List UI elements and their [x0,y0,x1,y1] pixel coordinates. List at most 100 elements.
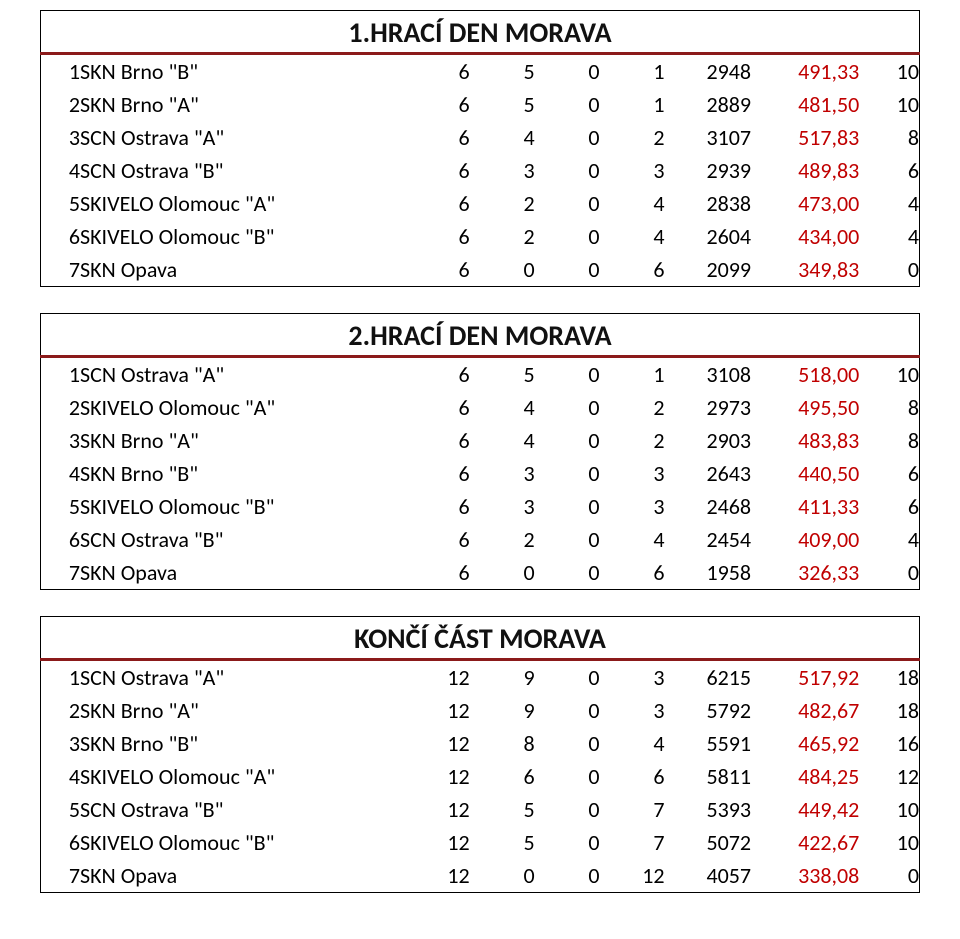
wins-cell: 0 [470,253,535,287]
losses-cell: 2 [600,391,665,424]
score-cell: 3107 [665,121,752,154]
score-cell: 5393 [665,793,752,826]
losses-cell: 6 [600,253,665,287]
table-row: 7SKN Opava1200124057338,080 [41,859,920,893]
average-cell: 440,50 [751,457,859,490]
points-cell: 6 [859,490,919,523]
score-cell: 2099 [665,253,752,287]
wins-cell: 4 [470,424,535,457]
score-cell: 3108 [665,357,752,392]
table-row: 7SKN Opava60062099349,830 [41,253,920,287]
table-row: 3SCN Ostrava "A"64023107517,838 [41,121,920,154]
games-cell: 6 [405,556,470,590]
losses-cell: 3 [600,154,665,187]
team-cell: SKN Brno "A" [80,694,405,727]
games-cell: 6 [405,121,470,154]
score-cell: 2454 [665,523,752,556]
score-cell: 4057 [665,859,752,893]
games-cell: 12 [405,727,470,760]
score-cell: 2948 [665,54,752,89]
table-row: 4SCN Ostrava "B"63032939489,836 [41,154,920,187]
table-row: 5SKIVELO Olomouc "B"63032468411,336 [41,490,920,523]
draws-cell: 0 [535,121,600,154]
team-cell: SKIVELO Olomouc "A" [80,760,405,793]
rank-cell: 1 [41,660,81,695]
losses-cell: 7 [600,826,665,859]
draws-cell: 0 [535,826,600,859]
games-cell: 12 [405,660,470,695]
draws-cell: 0 [535,793,600,826]
score-cell: 5811 [665,760,752,793]
average-cell: 326,33 [751,556,859,590]
rank-cell: 7 [41,556,81,590]
games-cell: 12 [405,826,470,859]
games-cell: 6 [405,187,470,220]
draws-cell: 0 [535,694,600,727]
games-cell: 6 [405,88,470,121]
rank-cell: 3 [41,727,81,760]
rank-cell: 4 [41,154,81,187]
losses-cell: 12 [600,859,665,893]
points-cell: 12 [859,760,919,793]
games-cell: 12 [405,859,470,893]
wins-cell: 5 [470,826,535,859]
team-cell: SCN Ostrava "A" [80,357,405,392]
draws-cell: 0 [535,187,600,220]
table-row: 2SKN Brno "A"65012889481,5010 [41,88,920,121]
rank-cell: 3 [41,121,81,154]
games-cell: 6 [405,424,470,457]
points-cell: 18 [859,660,919,695]
games-cell: 12 [405,694,470,727]
wins-cell: 0 [470,556,535,590]
losses-cell: 1 [600,357,665,392]
average-cell: 483,83 [751,424,859,457]
games-cell: 12 [405,760,470,793]
average-cell: 349,83 [751,253,859,287]
average-cell: 473,00 [751,187,859,220]
table-row: 6SKIVELO Olomouc "B"125075072422,6710 [41,826,920,859]
points-cell: 8 [859,121,919,154]
draws-cell: 0 [535,220,600,253]
rank-cell: 6 [41,220,81,253]
rank-cell: 2 [41,88,81,121]
team-cell: SCN Ostrava "B" [80,154,405,187]
wins-cell: 8 [470,727,535,760]
wins-cell: 3 [470,490,535,523]
wins-cell: 4 [470,121,535,154]
score-cell: 5072 [665,826,752,859]
average-cell: 481,50 [751,88,859,121]
losses-cell: 4 [600,220,665,253]
losses-cell: 7 [600,793,665,826]
points-cell: 0 [859,556,919,590]
rank-cell: 2 [41,391,81,424]
wins-cell: 3 [470,154,535,187]
score-cell: 1958 [665,556,752,590]
section-title: 1.HRACÍ DEN MORAVA [41,11,920,54]
average-cell: 517,83 [751,121,859,154]
losses-cell: 6 [600,556,665,590]
team-cell: SKN Brno "B" [80,457,405,490]
rank-cell: 1 [41,54,81,89]
games-cell: 6 [405,253,470,287]
score-cell: 2939 [665,154,752,187]
table-row: 4SKIVELO Olomouc "A"126065811484,2512 [41,760,920,793]
rank-cell: 5 [41,793,81,826]
draws-cell: 0 [535,490,600,523]
average-cell: 495,50 [751,391,859,424]
score-cell: 2889 [665,88,752,121]
points-cell: 10 [859,357,919,392]
team-cell: SKIVELO Olomouc "B" [80,220,405,253]
draws-cell: 0 [535,859,600,893]
average-cell: 434,00 [751,220,859,253]
draws-cell: 0 [535,357,600,392]
average-cell: 449,42 [751,793,859,826]
points-cell: 4 [859,523,919,556]
average-cell: 338,08 [751,859,859,893]
losses-cell: 4 [600,187,665,220]
table-row: 4SKN Brno "B"63032643440,506 [41,457,920,490]
wins-cell: 5 [470,793,535,826]
score-cell: 5591 [665,727,752,760]
losses-cell: 3 [600,457,665,490]
table-row: 3SKN Brno "B"128045591465,9216 [41,727,920,760]
score-cell: 2643 [665,457,752,490]
